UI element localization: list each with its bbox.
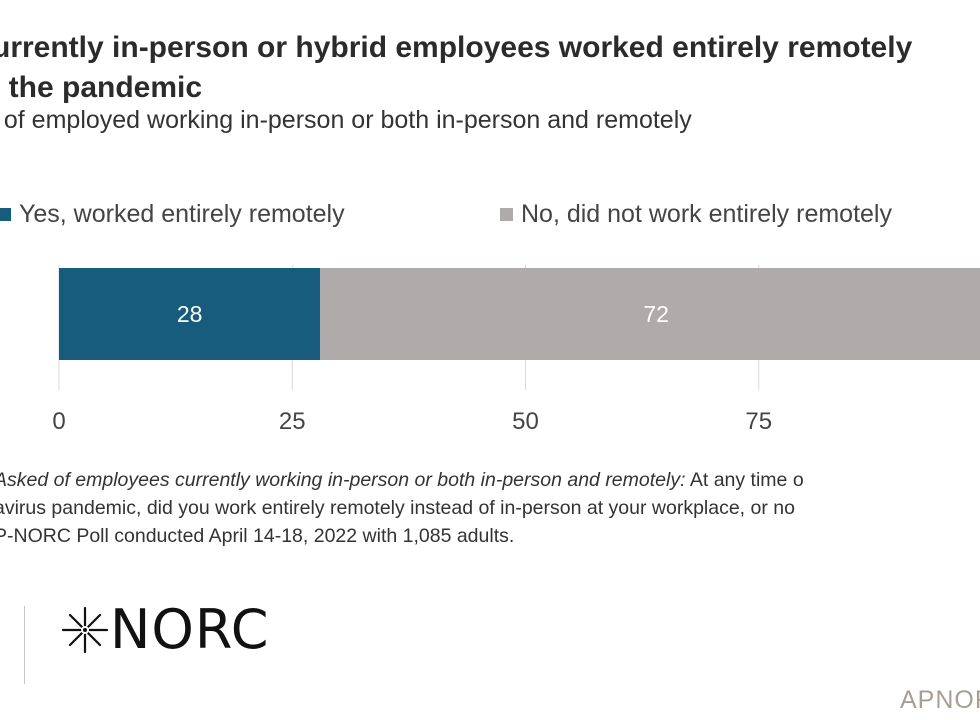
bar-segment-no <box>320 268 980 360</box>
logo-text: NORC <box>110 598 270 661</box>
norc-star-icon <box>61 606 109 653</box>
notes-line-3: P-NORC Poll conducted April 14-18, 2022 … <box>0 525 515 547</box>
notes-line-2: avirus pandemic, did you work entirely r… <box>0 497 795 519</box>
notes-line-1: Asked of employees currently working in-… <box>0 466 980 494</box>
chart-title-line-2: j the pandemic <box>0 71 203 104</box>
logo-divider <box>24 606 25 684</box>
legend-item-yes: Yes, worked entirely remotely <box>0 200 345 229</box>
stacked-bar-chart: 287202550751 <box>52 265 980 435</box>
brand-watermark: APNOR <box>900 686 980 714</box>
x-tick-label-2: 50 <box>512 408 539 435</box>
legend-swatch-yes <box>0 208 11 221</box>
x-tick-label-3: 75 <box>745 408 772 435</box>
bar-segment-yes <box>59 268 321 360</box>
chart-title-line-1: urrently in-person or hybrid employees w… <box>0 31 913 64</box>
x-tick-label-0: 0 <box>52 408 65 435</box>
legend-item-no: No, did not work entirely remotely <box>500 200 892 229</box>
norc-logo: NORC <box>60 598 269 661</box>
chart-notes: Asked of employees currently working in-… <box>0 466 980 550</box>
data-label-no: 72 <box>643 301 669 327</box>
notes-line-1-rest: At any time o <box>685 469 804 491</box>
legend-swatch-no <box>500 208 513 221</box>
legend-label-yes: Yes, worked entirely remotely <box>19 200 345 228</box>
x-tick-label-1: 25 <box>279 408 306 435</box>
data-label-yes: 28 <box>177 301 203 327</box>
legend-label-no: No, did not work entirely remotely <box>521 200 892 228</box>
notes-question: Asked of employees currently working in-… <box>0 469 686 491</box>
chart-title: urrently in-person or hybrid employees w… <box>0 28 980 108</box>
chart-subtitle: t of employed working in-person or both … <box>0 106 692 134</box>
